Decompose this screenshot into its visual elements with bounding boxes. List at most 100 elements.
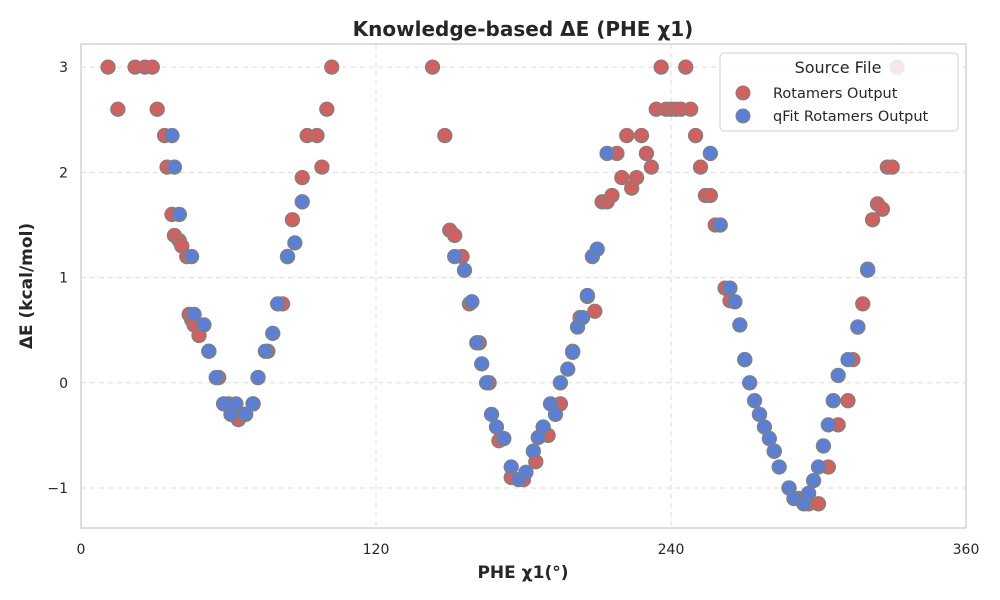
qfit-point [771,459,787,475]
qfit-point [840,352,856,368]
qfit-point [469,335,485,351]
qfit-point [171,206,187,223]
qfit-point [560,361,576,377]
qfit-point [483,406,500,423]
y-tick-label: 0 [59,376,68,392]
y-axis-label: ΔE (kcal/mol) [17,223,37,349]
chart-title: Knowledge-based ΔE (PHE χ1) [353,17,694,41]
qfit-point [850,319,866,335]
qfit-point [270,296,286,312]
qfit-point [183,248,200,265]
y-tick-label: 2 [59,165,68,181]
rotamers-point [424,59,441,75]
qfit-point [860,262,876,278]
rotamers-point [692,159,709,175]
qfit-point [766,443,782,459]
legend-marker-qfit [735,108,751,124]
qfit-point [164,127,180,144]
rotamers-point [840,393,856,409]
rotamers-point [653,59,669,75]
qfit-point [552,375,569,391]
rotamers-point [314,159,330,175]
qfit-point [589,241,605,257]
qfit-point [496,430,512,447]
rotamers-point [678,59,694,75]
qfit-point [810,459,827,475]
x-tick-label: 120 [363,542,390,558]
qfit-point [208,369,224,386]
y-tick-label: 1 [59,271,68,287]
qfit-point [250,369,266,386]
rotamers-point [447,227,463,244]
rotamers-point [319,101,335,117]
rotamers-point [144,59,160,75]
rotamers-point [633,127,650,144]
rotamers-point [100,59,116,75]
rotamers-point [810,496,827,512]
tick-labels: 0 120 240 360 −1 0 1 2 3 [47,60,979,558]
rotamers-point [855,296,871,312]
qfit-point [186,306,202,323]
x-tick-label: 0 [77,542,86,558]
qfit-point [238,406,254,423]
qfit-point [245,396,261,412]
rotamers-point [284,212,301,228]
qfit-point [702,145,718,162]
qfit-point [599,145,615,162]
qfit-point [727,294,743,310]
qfit-point [565,344,581,360]
qfit-point [201,343,217,359]
rotamers-point [294,169,310,186]
qfit-point [547,406,564,423]
qfit-point [579,287,596,304]
qfit-point [712,217,728,233]
qfit-point [761,430,777,447]
rotamers-point [683,101,699,117]
rotamers-point [110,101,126,117]
qfit-point [751,406,768,423]
qfit-point [535,419,551,435]
qfit-point [488,419,505,435]
qfit-point [574,309,591,326]
rotamers-point [702,187,718,204]
qfit-point [287,235,303,251]
qfit-point [737,352,753,368]
qfit-point [196,317,212,333]
qfit-point [820,417,836,433]
rotamers-point [324,59,340,75]
y-tick-label: −1 [47,481,68,497]
data-points [100,59,905,512]
legend: Source File Rotamers Output qFit Rotamer… [719,52,959,132]
grid-lines [81,44,966,528]
qfit-point [166,159,183,175]
rotamers-point [643,159,659,175]
qfit-point [742,375,758,391]
rotamers-point [587,303,603,319]
qfit-point [265,325,281,341]
qfit-point [503,459,519,475]
qfit-point [732,317,748,333]
qfit-point [825,393,841,409]
legend-title: Source File [795,58,882,77]
qfit-point [474,356,490,372]
qfit-point [456,262,473,278]
rotamers-point [614,169,630,186]
x-tick-label: 240 [658,542,685,558]
qfit-point [518,464,534,480]
legend-label-rotamers: Rotamers Output [773,86,898,102]
y-tick-label: 3 [59,60,68,76]
qfit-point [830,367,846,384]
plot-frame [80,43,967,529]
legend-box [719,52,959,132]
rotamers-point [628,169,645,186]
qfit-point [464,294,480,310]
qfit-point [815,438,832,454]
qfit-point [801,485,817,501]
qfit-point [228,396,244,412]
legend-marker-rotamers [735,85,751,101]
rotamers-point [149,101,165,117]
qfit-point [257,343,274,359]
qfit-point [279,248,296,265]
qfit-point [478,375,495,391]
